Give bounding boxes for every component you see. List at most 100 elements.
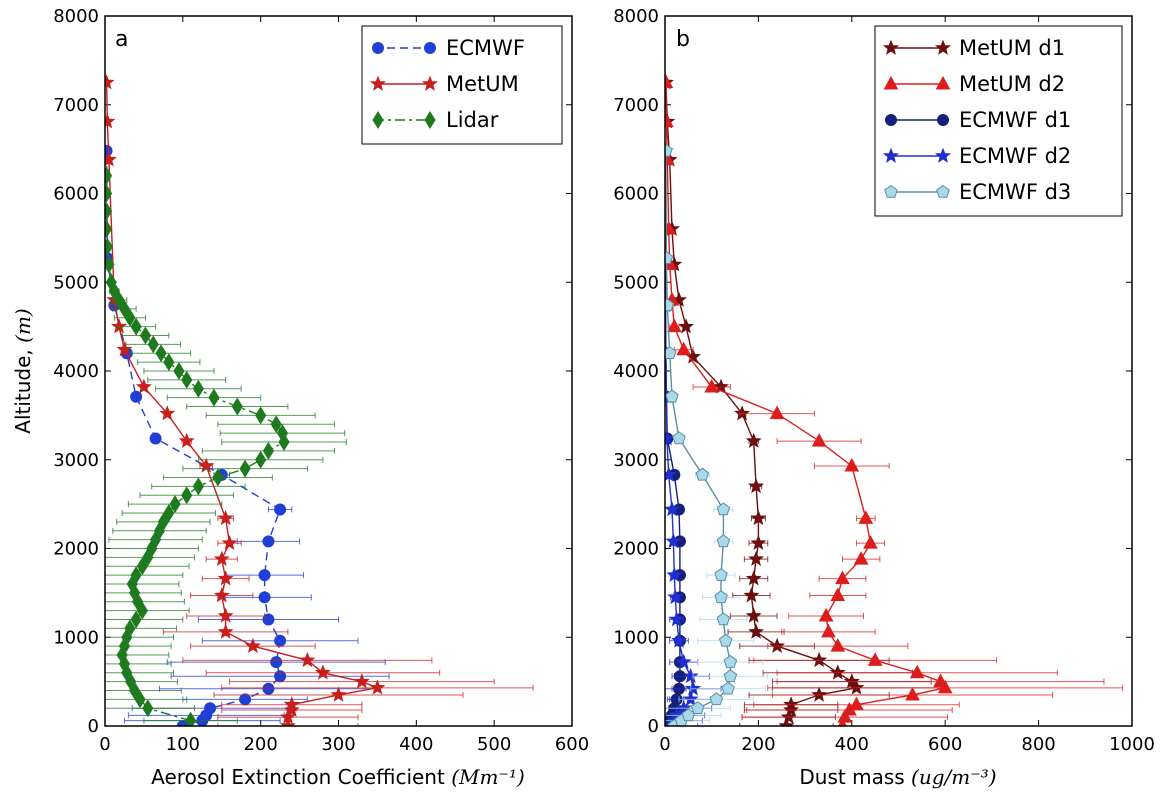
metum-d2-point xyxy=(676,341,692,356)
metum-point xyxy=(135,378,152,394)
metum-point xyxy=(105,74,115,90)
panel-b-legend-label-metum-d2: MetUM d2 xyxy=(959,72,1065,96)
panel-b-x-tick-labels: 0 200 400 600 800 1000 xyxy=(659,734,1155,755)
lidar-point xyxy=(130,317,142,336)
panel-b: 0 1000 2000 3000 4000 5000 6000 7000 8000 0 200 40… xyxy=(613,6,1155,789)
panel-b-series-ecmwf-d3 xyxy=(665,143,769,726)
panel-a-x-tick-label: 600 xyxy=(555,734,589,755)
panel-b-y-tick-labels: 0 1000 2000 3000 4000 5000 6000 7000 8000 xyxy=(613,6,659,737)
lidar-point xyxy=(130,610,142,629)
panel-a-ylabel-unit: (m) xyxy=(11,308,35,343)
ecmwf-d3-point xyxy=(665,346,677,359)
lidar-point xyxy=(255,450,267,469)
panel-a-series-metum xyxy=(105,74,534,726)
metum-point xyxy=(279,708,296,724)
metum-point xyxy=(217,623,234,639)
metum-point xyxy=(221,534,238,550)
panel-a-x-tick-label: 100 xyxy=(166,734,200,755)
metum-point xyxy=(111,318,128,334)
ecmwf-d3-point xyxy=(714,590,728,604)
panel-b-x-axis-label: Dust mass (ug/m⁻³) xyxy=(799,765,996,789)
metum-point xyxy=(159,405,176,421)
lidar-point xyxy=(208,388,220,407)
panel-a-legend-box xyxy=(361,25,563,145)
panel-a-x-tick-label: 300 xyxy=(321,734,355,755)
lidar-point xyxy=(181,486,193,505)
metum-d2-point xyxy=(811,433,827,447)
metum-point xyxy=(314,664,331,680)
lidar-point xyxy=(239,459,251,478)
ecmwf-d2-point xyxy=(682,667,699,684)
panel-a-x-axis-label: Aerosol Extinction Coefficient (Mm⁻¹) xyxy=(151,765,525,789)
panel-a-y-tick-label: 1000 xyxy=(53,627,99,648)
panel-b-legend-marker-metum-d2 xyxy=(883,75,899,90)
panel-b-legend-marker-ecmwf-d3 xyxy=(884,184,898,198)
panel-b-series xyxy=(665,74,1124,726)
panel-b-legend-marker-ecmwf-d2 xyxy=(882,147,900,163)
panel-a-ylabel-text: Altitude, xyxy=(11,349,35,434)
panel-a-legend-marker-metum xyxy=(421,75,439,91)
panel-a-y-tick-label: 3000 xyxy=(53,450,99,471)
ecmwf-d2-point xyxy=(666,566,683,582)
metum-d1-point xyxy=(750,534,767,550)
panel-b-x-tick-label: 0 xyxy=(659,734,670,755)
panel-b-legend-marker-ecmwf-d2 xyxy=(934,147,952,163)
metum-d1-point xyxy=(745,607,762,623)
ecmwf-point xyxy=(262,682,275,695)
panel-a-x-tick-label: 500 xyxy=(477,734,511,755)
lidar-point xyxy=(163,504,175,522)
panel-b-legend-label-ecmwf-d1: ECMWF d1 xyxy=(959,108,1071,132)
panel-a-x-tick-label: 200 xyxy=(243,734,277,755)
panel-a: 0 1000 2000 3000 4000 5000 6000 7000 8000 0 100 20… xyxy=(11,6,589,789)
metum-d1-point xyxy=(734,405,751,421)
ecmwf-point xyxy=(262,613,275,626)
metum-d1-point xyxy=(843,673,860,689)
lidar-point xyxy=(142,699,154,718)
lidar-point xyxy=(139,326,152,345)
metum-point xyxy=(369,679,386,695)
metum-d1-point xyxy=(748,550,765,566)
panel-b-legend-marker-metum-d1 xyxy=(934,39,952,55)
metum-point xyxy=(217,509,234,526)
panel-b-legend: MetUM d1 MetUM d2 ECMWF d1 ECMWF d2 ECMWF d3 xyxy=(874,25,1123,217)
panel-a-y-tick-label: 7000 xyxy=(53,95,99,116)
ecmwf-point xyxy=(130,390,143,403)
metum-d1-point xyxy=(743,587,760,603)
lidar-point xyxy=(124,619,136,638)
metum-point xyxy=(283,701,300,717)
panel-b-legend-label-ecmwf-d3: ECMWF d3 xyxy=(959,180,1071,204)
metum-d2-point xyxy=(665,74,674,89)
metum-d1-point xyxy=(750,509,767,526)
ecmwf-point xyxy=(105,144,113,157)
panel-b-legend-marker-ecmwf-d1 xyxy=(885,114,897,126)
panel-a-x-tick-label: 400 xyxy=(399,734,433,755)
panel-b-label: b xyxy=(676,27,690,52)
metum-d2-point xyxy=(818,607,834,622)
ecmwf-d2-point xyxy=(665,466,677,482)
metum-point xyxy=(213,550,230,566)
panel-b-legend-label-ecmwf-d2: ECMWF d2 xyxy=(959,144,1071,168)
lidar-point xyxy=(192,379,204,398)
metum-d2-point xyxy=(704,378,720,393)
panel-b-legend-box xyxy=(874,25,1123,217)
metum-d2-point xyxy=(863,535,878,549)
panel-b-y-tick-label: 2000 xyxy=(613,539,659,560)
metum-d2-point xyxy=(905,686,920,701)
panel-a-series xyxy=(105,74,534,726)
metum-point xyxy=(217,607,234,623)
ecmwf-point xyxy=(258,591,271,604)
metum-d2-point xyxy=(909,664,925,679)
metum-d1-point xyxy=(745,432,762,448)
ecmwf-d2-point xyxy=(668,611,685,627)
ecmwf-d2-point xyxy=(675,699,692,716)
ecmwf-d3-point xyxy=(716,502,731,516)
panel-b-xlabel-text: Dust mass xyxy=(799,765,904,789)
metum-point xyxy=(353,673,370,689)
panel-b-y-tick-label: 5000 xyxy=(613,272,659,293)
metum-d2-point xyxy=(858,510,874,524)
panel-b-y-tick-label: 4000 xyxy=(613,361,659,382)
panel-a-series-lidar xyxy=(105,166,347,726)
metum-d2-point xyxy=(853,551,869,565)
metum-point xyxy=(283,696,300,712)
